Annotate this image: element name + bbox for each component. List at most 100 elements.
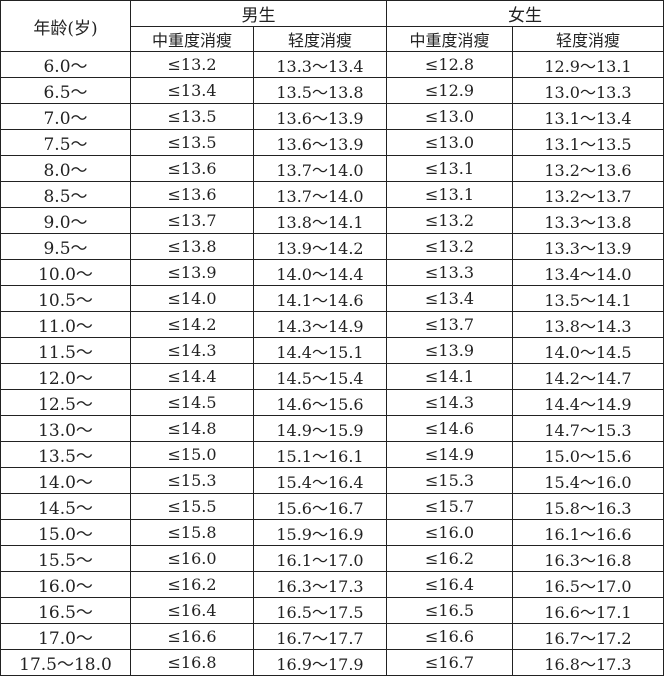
female-mild-cell: 13.0～13.3 bbox=[512, 77, 664, 104]
female-mild-cell: 14.7～15.3 bbox=[512, 415, 664, 442]
table-row: 9.0～ ≤13.7 13.8～14.1 ≤13.2 13.3～13.8 bbox=[0, 207, 664, 234]
male-mild-cell: 14.5～15.4 bbox=[253, 363, 387, 390]
female-mild-cell: 13.1～13.5 bbox=[512, 129, 664, 156]
female-severe-cell: ≤13.4 bbox=[386, 285, 513, 312]
male-mild-header: 轻度消瘦 bbox=[253, 26, 387, 52]
female-mild-cell: 14.0～14.5 bbox=[512, 337, 664, 364]
age-cell: 9.5～ bbox=[0, 233, 131, 260]
female-mild-cell: 13.3～13.9 bbox=[512, 233, 664, 260]
male-severe-cell: ≤14.5 bbox=[130, 389, 254, 416]
female-severe-header: 中重度消瘦 bbox=[386, 26, 513, 52]
female-mild-cell: 13.2～13.7 bbox=[512, 181, 664, 208]
female-mild-cell: 14.4～14.9 bbox=[512, 389, 664, 416]
table-row: 10.0～ ≤13.9 14.0～14.4 ≤13.3 13.4～14.0 bbox=[0, 259, 664, 286]
age-cell: 10.5～ bbox=[0, 285, 131, 312]
female-mild-cell: 16.3～16.8 bbox=[512, 545, 664, 572]
male-severe-cell: ≤15.8 bbox=[130, 519, 254, 546]
male-mild-cell: 16.7～17.7 bbox=[253, 623, 387, 650]
table-row: 16.0～ ≤16.2 16.3～17.3 ≤16.4 16.5～17.0 bbox=[0, 571, 664, 598]
male-mild-cell: 15.9～16.9 bbox=[253, 519, 387, 546]
female-mild-cell: 13.8～14.3 bbox=[512, 311, 664, 338]
female-severe-cell: ≤16.4 bbox=[386, 571, 513, 598]
male-mild-cell: 14.9～15.9 bbox=[253, 415, 387, 442]
age-cell: 7.5～ bbox=[0, 129, 131, 156]
age-cell: 12.5～ bbox=[0, 389, 131, 416]
male-mild-cell: 14.0～14.4 bbox=[253, 259, 387, 286]
male-mild-cell: 14.4～15.1 bbox=[253, 337, 387, 364]
table-row: 7.0～ ≤13.5 13.6～13.9 ≤13.0 13.1～13.4 bbox=[0, 103, 664, 130]
male-severe-cell: ≤13.6 bbox=[130, 155, 254, 182]
age-cell: 15.0～ bbox=[0, 519, 131, 546]
table-row: 14.0～ ≤15.3 15.4～16.4 ≤15.3 15.4～16.0 bbox=[0, 467, 664, 494]
age-cell: 7.0～ bbox=[0, 103, 131, 130]
female-severe-cell: ≤15.7 bbox=[386, 493, 513, 520]
table-row: 17.0～ ≤16.6 16.7～17.7 ≤16.6 16.7～17.2 bbox=[0, 623, 664, 650]
male-mild-cell: 13.6～13.9 bbox=[253, 103, 387, 130]
male-severe-cell: ≤14.0 bbox=[130, 285, 254, 312]
table-row: 11.5～ ≤14.3 14.4～15.1 ≤13.9 14.0～14.5 bbox=[0, 337, 664, 364]
age-cell: 11.0～ bbox=[0, 311, 131, 338]
male-severe-cell: ≤16.2 bbox=[130, 571, 254, 598]
table-row: 13.5～ ≤15.0 15.1～16.1 ≤14.9 15.0～15.6 bbox=[0, 441, 664, 468]
male-mild-cell: 15.1～16.1 bbox=[253, 441, 387, 468]
male-mild-cell: 13.9～14.2 bbox=[253, 233, 387, 260]
female-severe-cell: ≤13.9 bbox=[386, 337, 513, 364]
age-cell: 6.5～ bbox=[0, 77, 131, 104]
female-mild-cell: 15.0～15.6 bbox=[512, 441, 664, 468]
female-severe-cell: ≤16.5 bbox=[386, 597, 513, 624]
table-row: 8.5～ ≤13.6 13.7～14.0 ≤13.1 13.2～13.7 bbox=[0, 181, 664, 208]
male-mild-cell: 13.6～13.9 bbox=[253, 129, 387, 156]
table-row: 14.5～ ≤15.5 15.6～16.7 ≤15.7 15.8～16.3 bbox=[0, 493, 664, 520]
female-mild-cell: 16.1～16.6 bbox=[512, 519, 664, 546]
table-row: 13.0～ ≤14.8 14.9～15.9 ≤14.6 14.7～15.3 bbox=[0, 415, 664, 442]
female-severe-cell: ≤13.3 bbox=[386, 259, 513, 286]
female-mild-cell: 16.5～17.0 bbox=[512, 571, 664, 598]
female-mild-cell: 13.4～14.0 bbox=[512, 259, 664, 286]
table-row: 6.0～ ≤13.2 13.3～13.4 ≤12.8 12.9～13.1 bbox=[0, 51, 664, 78]
female-mild-cell: 15.8～16.3 bbox=[512, 493, 664, 520]
male-severe-cell: ≤16.6 bbox=[130, 623, 254, 650]
female-severe-cell: ≤14.6 bbox=[386, 415, 513, 442]
table-row: 11.0～ ≤14.2 14.3～14.9 ≤13.7 13.8～14.3 bbox=[0, 311, 664, 338]
female-mild-cell: 16.6～17.1 bbox=[512, 597, 664, 624]
male-mild-cell: 16.5～17.5 bbox=[253, 597, 387, 624]
table-row: 8.0～ ≤13.6 13.7～14.0 ≤13.1 13.2～13.6 bbox=[0, 155, 664, 182]
male-severe-cell: ≤13.6 bbox=[130, 181, 254, 208]
table-row: 12.5～ ≤14.5 14.6～15.6 ≤14.3 14.4～14.9 bbox=[0, 389, 664, 416]
table-row: 17.5～18.0 ≤16.8 16.9～17.9 ≤16.7 16.8～17.3 bbox=[0, 649, 664, 676]
age-cell: 11.5～ bbox=[0, 337, 131, 364]
age-cell: 17.5～18.0 bbox=[0, 649, 131, 676]
age-cell: 8.5～ bbox=[0, 181, 131, 208]
table-row: 12.0～ ≤14.4 14.5～15.4 ≤14.1 14.2～14.7 bbox=[0, 363, 664, 390]
male-mild-cell: 13.5～13.8 bbox=[253, 77, 387, 104]
female-severe-cell: ≤15.3 bbox=[386, 467, 513, 494]
age-cell: 17.0～ bbox=[0, 623, 131, 650]
male-severe-cell: ≤15.3 bbox=[130, 467, 254, 494]
male-severe-cell: ≤13.7 bbox=[130, 207, 254, 234]
male-severe-cell: ≤14.2 bbox=[130, 311, 254, 338]
table-row: 7.5～ ≤13.5 13.6～13.9 ≤13.0 13.1～13.5 bbox=[0, 129, 664, 156]
male-severe-cell: ≤15.5 bbox=[130, 493, 254, 520]
female-severe-cell: ≤16.2 bbox=[386, 545, 513, 572]
male-severe-cell: ≤13.9 bbox=[130, 259, 254, 286]
female-severe-cell: ≤16.6 bbox=[386, 623, 513, 650]
female-mild-cell: 15.4～16.0 bbox=[512, 467, 664, 494]
female-severe-cell: ≤16.0 bbox=[386, 519, 513, 546]
header-row-group: 年龄(岁) 男生 女生 bbox=[0, 0, 664, 52]
male-severe-cell: ≤13.5 bbox=[130, 103, 254, 130]
age-cell: 13.0～ bbox=[0, 415, 131, 442]
female-severe-cell: ≤13.0 bbox=[386, 103, 513, 130]
age-cell: 12.0～ bbox=[0, 363, 131, 390]
male-mild-cell: 13.7～14.0 bbox=[253, 155, 387, 182]
male-severe-cell: ≤14.4 bbox=[130, 363, 254, 390]
male-severe-cell: ≤15.0 bbox=[130, 441, 254, 468]
male-mild-cell: 13.8～14.1 bbox=[253, 207, 387, 234]
male-mild-cell: 14.1～14.6 bbox=[253, 285, 387, 312]
male-severe-cell: ≤16.8 bbox=[130, 649, 254, 676]
header-row-sub: 中重度消瘦 轻度消瘦 中重度消瘦 轻度消瘦 bbox=[1, 26, 664, 52]
female-severe-cell: ≤13.2 bbox=[386, 207, 513, 234]
table-row: 10.5～ ≤14.0 14.1～14.6 ≤13.4 13.5～14.1 bbox=[0, 285, 664, 312]
male-severe-cell: ≤14.8 bbox=[130, 415, 254, 442]
female-mild-cell: 13.1～13.4 bbox=[512, 103, 664, 130]
